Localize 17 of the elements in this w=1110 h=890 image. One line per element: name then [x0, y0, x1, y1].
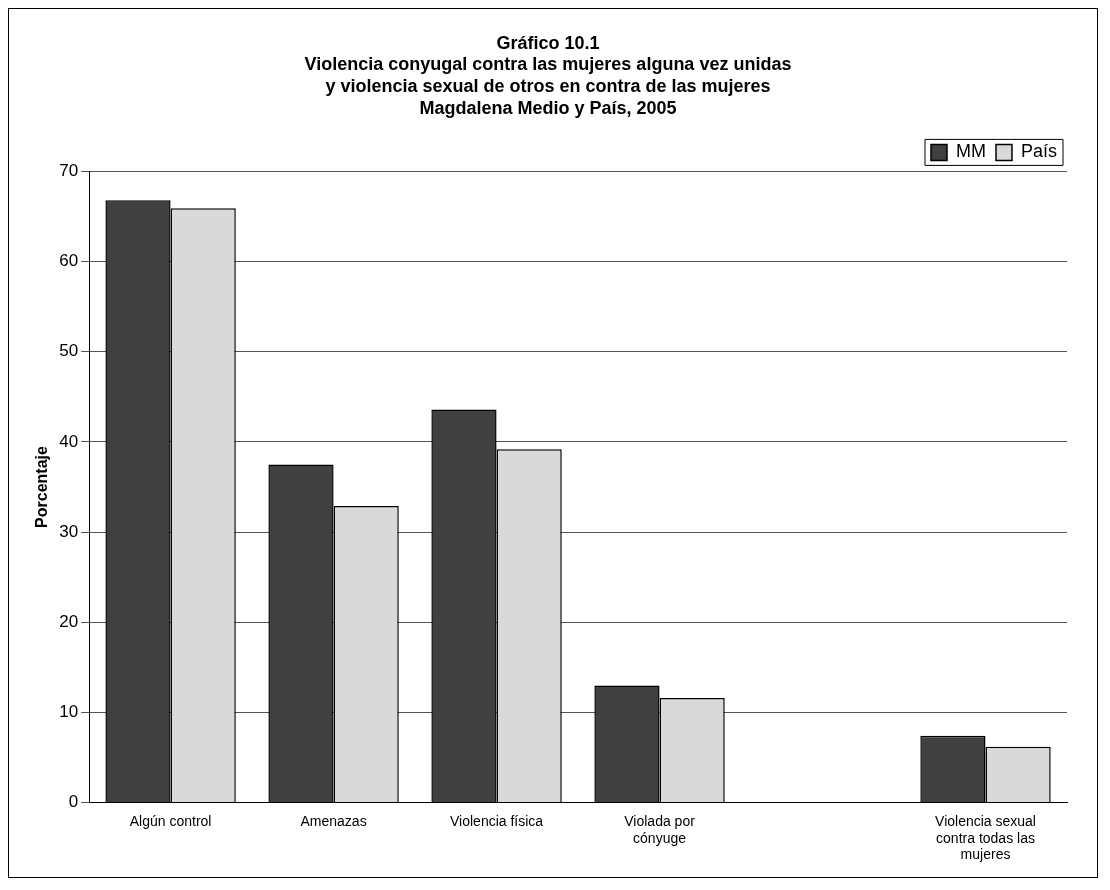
x-tick-label: Violada por cónyuge	[624, 812, 696, 846]
y-tick-label: 10	[59, 702, 79, 722]
y-tick-label: 70	[59, 161, 79, 181]
legend-label: MM	[955, 141, 986, 162]
y-axis-title: Porcentaje	[33, 445, 51, 528]
y-tick-label: 60	[59, 251, 79, 271]
x-tick-label: Amenazas	[300, 812, 367, 829]
x-tick-label: Violencia sexual contra todas las mujeres	[935, 812, 1036, 863]
x-tick-label: Violencia física	[449, 812, 544, 829]
x-tick-label: Algún control	[129, 812, 212, 829]
y-tick-label: 50	[59, 341, 79, 361]
y-tick-label: 30	[59, 521, 79, 541]
y-tick-label: 20	[59, 611, 79, 631]
y-tick-label: 0	[68, 792, 79, 812]
chart-title: Gráfico 10.1 Violencia conyugal contra las mujeres alguna vez unidas y violencia sexual de otros en contra de las mujeres Magdalena Medio y País, 2005	[304, 32, 792, 118]
y-tick-label: 40	[59, 431, 79, 451]
legend-label: País	[1020, 141, 1058, 162]
